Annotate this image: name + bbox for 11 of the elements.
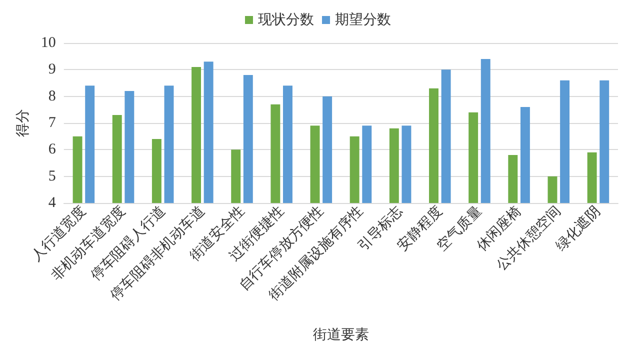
legend-label: 现状分数 <box>258 12 314 28</box>
y-tick-label: 6 <box>48 142 56 158</box>
y-axis-title: 得分 <box>15 109 31 137</box>
y-tick-label: 9 <box>48 62 56 78</box>
y-tick-label: 4 <box>48 195 56 211</box>
x-axis-title: 街道要素 <box>312 327 369 343</box>
y-tick-label: 8 <box>48 88 56 104</box>
y-tick-label: 10 <box>40 35 56 51</box>
y-tick-label: 7 <box>48 115 56 131</box>
y-tick-label: 5 <box>48 168 56 184</box>
legend-label: 期望分数 <box>335 12 391 28</box>
